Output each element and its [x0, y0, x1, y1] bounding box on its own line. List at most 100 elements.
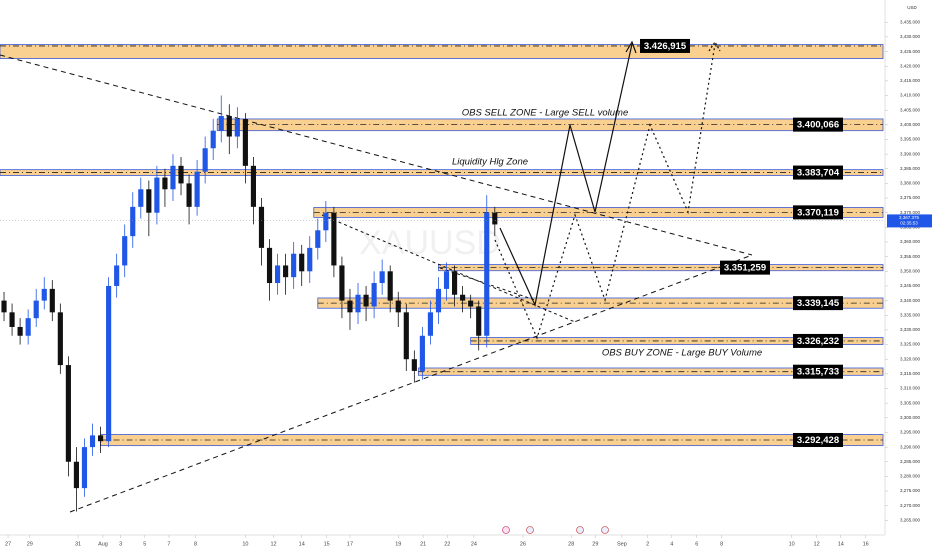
trendline	[0, 54, 753, 256]
x-tick-label: 2	[646, 541, 649, 547]
y-tick-label: 3,345.000	[900, 283, 921, 288]
candle-body	[443, 271, 450, 289]
zone-label: 3.315,733	[797, 367, 839, 378]
candle-body	[210, 130, 216, 149]
candle-body	[33, 300, 39, 319]
y-tick-label: 3,390.000	[900, 151, 921, 156]
y-tick-label: 3,295.000	[900, 430, 921, 435]
y-tick-label: 3,285.000	[900, 459, 921, 464]
candle-body	[427, 312, 434, 336]
x-tick-label: 28	[568, 541, 574, 547]
zone-label-box	[793, 432, 843, 447]
y-tick-label: 3,395.000	[900, 137, 921, 142]
event-icons	[502, 526, 609, 534]
y-tick-label: 3,425.000	[900, 49, 921, 54]
candle-body	[226, 116, 232, 137]
last-price-label: 3,367.375	[899, 215, 920, 220]
event-icon[interactable]	[502, 526, 510, 534]
y-tick-label: 3,280.000	[900, 474, 921, 479]
event-icon[interactable]	[526, 526, 534, 534]
y-tick-label: 3,320.000	[900, 356, 921, 361]
x-tick-label: 8	[720, 541, 723, 547]
candle-body	[65, 365, 71, 462]
y-tick-label: 3,340.000	[900, 298, 921, 303]
x-tick-label: 10	[789, 541, 795, 547]
projections	[494, 40, 721, 340]
zones: 3.426,915 3.400,066 3.383,704 3.370,119 3.35…	[0, 38, 884, 447]
candle-body	[492, 212, 498, 225]
event-icon[interactable]	[576, 526, 584, 534]
zone-band	[216, 118, 884, 132]
candle-body	[339, 265, 345, 301]
y-tick-label: 3,420.000	[900, 63, 921, 68]
x-tick-label: 10	[242, 541, 248, 547]
candle-body	[170, 165, 176, 190]
axes: 3,265.000 3,270.000 3,275.000 3,280.000 3,28…	[0, 19, 932, 547]
x-tick-label: 12	[814, 541, 820, 547]
projection-path	[499, 43, 633, 307]
y-tick-label: 3,355.000	[900, 254, 921, 259]
x-tick-label: 12	[270, 541, 276, 547]
zone-label-box	[793, 205, 843, 220]
x-tick-label: 14	[838, 541, 844, 547]
x-tick-label: 17	[347, 541, 353, 547]
y-tick-label: 3,335.000	[900, 312, 921, 317]
projection-path	[494, 43, 716, 340]
candle-body	[234, 118, 240, 137]
x-tick-label: 29	[592, 541, 598, 547]
candle-body	[146, 189, 152, 213]
y-tick-label: 3,405.000	[900, 107, 921, 112]
candle-body	[283, 265, 289, 278]
candle-body	[242, 118, 248, 166]
x-tick-label: 29	[27, 541, 33, 547]
y-tick-label: 3,315.000	[900, 371, 921, 376]
event-icon[interactable]	[601, 526, 609, 534]
candle-body	[89, 435, 96, 448]
candle-body	[114, 265, 120, 286]
candle-body	[315, 230, 321, 248]
countdown-label: 02:35:53	[900, 221, 918, 226]
candle-body	[138, 189, 144, 207]
x-tick-label: 8	[194, 541, 197, 547]
annotation: Liquidity Hlg Zone	[452, 157, 528, 168]
candle-body	[395, 300, 401, 313]
y-tick-label: 3,270.000	[900, 503, 921, 508]
x-tick-label: 6	[695, 541, 698, 547]
last-price-box	[887, 214, 932, 228]
x-tick-label: Sep	[617, 541, 627, 547]
candle-body	[97, 435, 104, 442]
candle-body	[451, 271, 458, 295]
candle-body	[194, 171, 200, 207]
candle-body	[411, 359, 417, 371]
y-tick-label: 3,325.000	[900, 342, 921, 347]
zone-label-box	[640, 38, 690, 53]
y-tick-label: 3,275.000	[900, 488, 921, 493]
y-tick-label: 3,400.000	[900, 122, 921, 127]
candle-body	[307, 247, 313, 272]
trendline	[321, 214, 576, 323]
candle-body	[266, 247, 273, 284]
candle-body	[347, 300, 353, 313]
candle-body	[1, 300, 7, 313]
zone-label-box	[793, 364, 843, 379]
x-tick-label: 31	[75, 541, 81, 547]
y-tick-label: 3,370.000	[900, 210, 921, 215]
x-tick-label: 7	[167, 541, 170, 547]
x-tick-label: 27	[5, 541, 11, 547]
candle-body	[49, 288, 55, 313]
candle-body	[419, 335, 425, 371]
candle-body	[57, 312, 63, 366]
zone-label-box	[793, 117, 843, 132]
annotation: OBS BUY ZONE - Large BUY Volume	[602, 348, 762, 359]
y-tick-label: 3,410.000	[900, 93, 921, 98]
x-tick-label: 5	[143, 541, 146, 547]
zone-label: 3.426,915	[644, 41, 687, 52]
zone-band	[0, 169, 884, 176]
y-tick-label: 3,375.000	[900, 195, 921, 200]
x-tick-label: Aug	[98, 541, 108, 547]
candle-body	[154, 177, 160, 213]
candle-body	[218, 116, 224, 131]
candle-body	[460, 294, 466, 301]
